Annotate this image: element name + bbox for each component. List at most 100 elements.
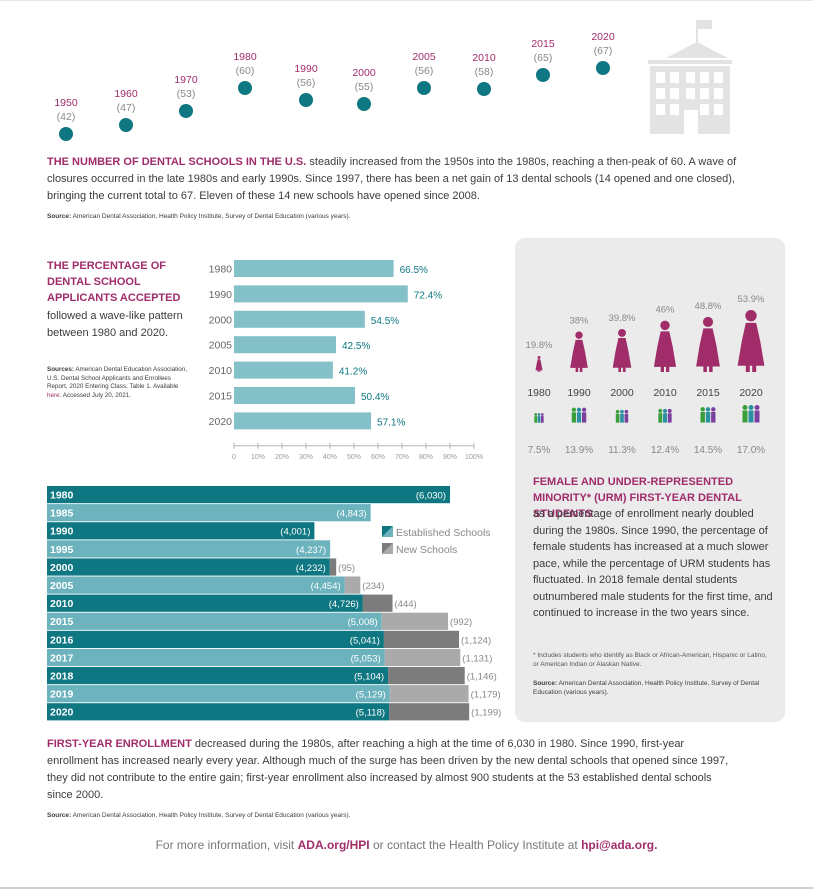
picto-year-label: 2015: [696, 387, 720, 399]
timeline-label: 1960 (47): [96, 87, 156, 115]
accept-tick-label: 60%: [371, 454, 385, 461]
enroll-year-label: 2010: [50, 598, 74, 610]
timeline-year: 1960: [114, 88, 138, 100]
urm-head: [663, 408, 667, 413]
school-building-icon: [648, 20, 732, 134]
urm-source: Source: American Dental Association, Hea…: [533, 680, 760, 696]
figure-head: [702, 316, 714, 327]
enroll-year-label: 2000: [50, 562, 74, 574]
timeline-dot: [536, 68, 550, 82]
urm-head: [620, 409, 624, 414]
accept-category-label: 2010: [209, 365, 233, 377]
new-schools-label: (1,124): [461, 635, 491, 646]
urm-head: [700, 407, 705, 412]
urm-head: [540, 413, 544, 416]
accept-tick-label: 30%: [299, 454, 313, 461]
accept-value-label: 54.5%: [371, 316, 399, 327]
enrollment-paragraph: FIRST-YEAR ENROLLMENT decreased during t…: [47, 738, 729, 801]
urm-body: [537, 416, 541, 423]
accept-tick-label: 90%: [443, 454, 457, 461]
accept-tick-label: 10%: [251, 454, 265, 461]
new-schools-label: (1,199): [471, 708, 501, 719]
timeline-count: (56): [414, 65, 434, 77]
urm-head: [754, 405, 760, 410]
timeline-count: (53): [176, 88, 196, 100]
accept-tick-label: 0: [232, 454, 236, 461]
female-urm-pictograph: 19.8% 1980 7.5% 38% 1990 13.9% 39.8% 2000 11.3% 4…: [526, 294, 766, 456]
established-bar: [47, 703, 390, 721]
urm-body: [667, 413, 672, 423]
timeline-year: 1980: [233, 51, 257, 63]
established-bar: [47, 594, 363, 612]
timeline-dot: [238, 81, 252, 95]
accept-tick-label: 80%: [419, 454, 433, 461]
timeline-label: 1950 (42): [36, 96, 96, 124]
new-schools-label: (1,146): [467, 672, 497, 683]
schools-source: Source: American Dental Association, Hea…: [47, 213, 351, 220]
accept-tick-label: 100%: [465, 454, 483, 461]
urm-head: [581, 407, 587, 412]
new-schools-bar: [381, 612, 448, 630]
picto-year-label: 2020: [739, 387, 763, 399]
urm-head: [571, 407, 577, 412]
female-figure-icon: [696, 316, 720, 372]
timeline-count: (42): [56, 111, 76, 123]
established-label: (4,237): [296, 545, 326, 556]
female-figure-icon: [570, 331, 588, 372]
urm-head: [748, 405, 754, 410]
enroll-year-label: 2019: [50, 689, 74, 701]
figure-head: [537, 356, 541, 359]
legend-new-swatch: [382, 543, 393, 554]
timeline-label: 1990 (56): [276, 62, 336, 90]
footer: For more information, visit ADA.org/HPI …: [155, 838, 658, 852]
new-schools-bar: [388, 667, 465, 685]
urm-body: [754, 410, 760, 423]
female-figure-icon: [535, 356, 543, 372]
urm-pct-label: 7.5%: [528, 445, 551, 456]
established-label: (4,232): [296, 563, 326, 574]
timeline-count: (47): [116, 102, 136, 114]
established-bar: [47, 576, 345, 594]
established-label: (4,843): [337, 509, 367, 520]
figure-head: [660, 320, 670, 331]
accept-bar: [234, 336, 336, 354]
acceptance-source-link[interactable]: here: [47, 391, 60, 399]
legend-new: New Schools: [382, 543, 457, 556]
urm-footnote: * Includes students who identify as Blac…: [533, 652, 767, 668]
timeline-count: (67): [593, 45, 613, 57]
new-schools-label: (1,131): [462, 653, 492, 664]
accept-value-label: 41.2%: [339, 367, 367, 378]
timeline-label: 2010 (58): [454, 51, 514, 79]
timeline-dot: [357, 97, 371, 111]
urm-figures-icon: [615, 409, 629, 423]
enroll-year-label: 2020: [50, 707, 74, 719]
new-schools-bar: [389, 685, 469, 703]
urm-body: [615, 413, 620, 423]
accept-bar: [234, 412, 372, 430]
accept-bar: [234, 260, 394, 277]
urm-body: [534, 416, 538, 423]
established-bar: [47, 685, 390, 703]
enroll-year-label: 2018: [50, 671, 74, 683]
timeline-dot: [179, 104, 193, 118]
established-bar: [47, 504, 371, 522]
footer-link-email[interactable]: hpi@ada.org.: [581, 838, 658, 852]
urm-pct-label: 14.5%: [694, 445, 722, 456]
urm-figures-icon: [700, 407, 716, 423]
new-schools-bar: [344, 576, 361, 594]
timeline-dot: [59, 127, 73, 141]
footer-link-hpi[interactable]: ADA.org/HPI: [297, 838, 370, 852]
accept-value-label: 66.5%: [400, 265, 428, 276]
accept-category-label: 2000: [209, 314, 233, 326]
female-pct-label: 53.9%: [738, 294, 765, 305]
established-label: (5,118): [356, 708, 385, 719]
timeline-count: (56): [296, 77, 316, 89]
urm-figures-icon: [742, 405, 760, 423]
urm-head: [537, 413, 541, 416]
established-label: (5,008): [348, 617, 378, 628]
accept-category-label: 2020: [209, 416, 233, 428]
timeline-label: 1980 (60): [215, 50, 275, 78]
accept-category-label: 1980: [209, 264, 233, 276]
acceptance-bar-chart: 1980 66.5% 1990 72.4% 2000 54.5% 2005 42.5% 2010…: [209, 260, 483, 461]
urm-figures-icon: [534, 413, 544, 423]
